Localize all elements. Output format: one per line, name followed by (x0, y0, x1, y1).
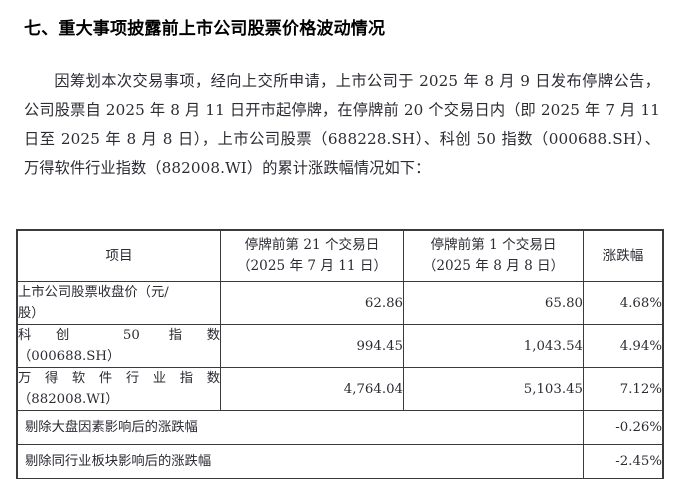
table-row: 科创 50 指数 （000688.SH） 994.45 1,043.54 4.9… (17, 324, 663, 368)
header-change-label: 涨跌幅 (602, 247, 644, 264)
page-title: 七、重大事项披露前上市公司股票价格波动情况 (24, 19, 386, 40)
document-page: 七、重大事项披露前上市公司股票价格波动情况 因筹划本次交易事项，经向上交所申请，… (16, 19, 664, 479)
row-label-excl-sector: 剔除同行业板块影响后的涨跌幅 (17, 444, 584, 479)
row-label-star50-index: 科创 50 指数 （000688.SH） (17, 324, 221, 368)
stock-fluctuation-table: 项目 停牌前第 21 个交易日 （2025 年 7 月 11 日） 停牌前第 1… (16, 229, 664, 479)
cell-day1-value: 5,103.45 (403, 367, 584, 411)
row-label-line1: 上市公司股票收盘价（元/ (18, 285, 169, 300)
header-item-label: 项目 (105, 247, 133, 264)
cell-day21-value: 4,764.04 (220, 367, 404, 411)
row-label-stock-price: 上市公司股票收盘价（元/ 股） (17, 281, 221, 325)
header-day1: 停牌前第 1 个交易日 （2025 年 8 月 8 日） (403, 230, 584, 282)
table-row: 剔除大盘因素影响后的涨跌幅 -0.26% (17, 410, 663, 445)
table-row: 万得软件行业指数 （882008.WI） 4,764.04 5,103.45 7… (17, 367, 663, 411)
cell-day21-value: 994.45 (220, 324, 404, 368)
row-label-line2: （000688.SH） (18, 349, 121, 364)
header-item: 项目 (17, 230, 221, 282)
cell-day21-value: 62.86 (220, 281, 404, 325)
row-label-line1: 万得软件行业指数 (18, 371, 220, 386)
cell-change-value: 4.68% (583, 281, 663, 325)
cell-change-value: -2.45% (583, 444, 663, 479)
body-paragraph: 因筹划本次交易事项，经向上交所申请，上市公司于 2025 年 8 月 9 日发布… (24, 72, 660, 178)
header-day1-line2: （2025 年 8 月 8 日） (422, 258, 565, 274)
cell-change-value: -0.26% (583, 410, 663, 445)
cell-change-value: 7.12% (583, 367, 663, 411)
row-label-wind-software-index: 万得软件行业指数 （882008.WI） (17, 367, 221, 411)
header-day21-line2: （2025 年 7 月 11 日） (236, 258, 388, 274)
table-row: 剔除同行业板块影响后的涨跌幅 -2.45% (17, 444, 663, 479)
cell-change-value: 4.94% (583, 324, 663, 368)
header-change: 涨跌幅 (583, 230, 663, 282)
cell-day1-value: 65.80 (403, 281, 584, 325)
header-day1-line1: 停牌前第 1 个交易日 (430, 237, 557, 253)
table-row: 上市公司股票收盘价（元/ 股） 62.86 65.80 4.68% (17, 281, 663, 325)
header-day21-line1: 停牌前第 21 个交易日 (244, 237, 380, 253)
header-day21: 停牌前第 21 个交易日 （2025 年 7 月 11 日） (220, 230, 404, 282)
row-label-line2: （882008.WI） (18, 392, 119, 407)
table-header-row: 项目 停牌前第 21 个交易日 （2025 年 7 月 11 日） 停牌前第 1… (17, 230, 663, 282)
row-label-line1: 科创 50 指数 (18, 328, 220, 343)
cell-day1-value: 1,043.54 (403, 324, 584, 368)
row-label-excl-market: 剔除大盘因素影响后的涨跌幅 (17, 410, 584, 445)
row-label-line2: 股） (18, 306, 45, 321)
